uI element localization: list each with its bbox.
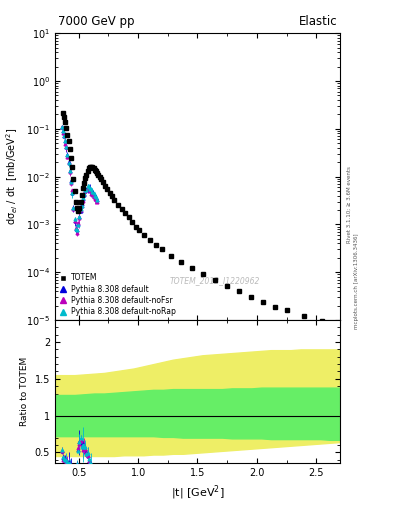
Text: 7000 GeV pp: 7000 GeV pp bbox=[58, 14, 134, 28]
Y-axis label: Ratio to TOTEM: Ratio to TOTEM bbox=[20, 357, 29, 426]
Text: TOTEM_2012_I1220962: TOTEM_2012_I1220962 bbox=[169, 276, 260, 285]
X-axis label: |t| [GeV$^{2}$]: |t| [GeV$^{2}$] bbox=[171, 484, 224, 502]
Text: mcplots.cern.ch [arXiv:1306.3436]: mcplots.cern.ch [arXiv:1306.3436] bbox=[354, 234, 359, 329]
Text: Rivet 3.1.10; ≥ 3.6M events: Rivet 3.1.10; ≥ 3.6M events bbox=[347, 166, 352, 243]
Text: Elastic: Elastic bbox=[298, 14, 337, 28]
Y-axis label: dσ$_{el}$ / dt  [mb/GeV$^{2}$]: dσ$_{el}$ / dt [mb/GeV$^{2}$] bbox=[5, 128, 20, 225]
Legend: TOTEM, Pythia 8.308 default, Pythia 8.308 default-noFsr, Pythia 8.308 default-no: TOTEM, Pythia 8.308 default, Pythia 8.30… bbox=[59, 273, 176, 316]
